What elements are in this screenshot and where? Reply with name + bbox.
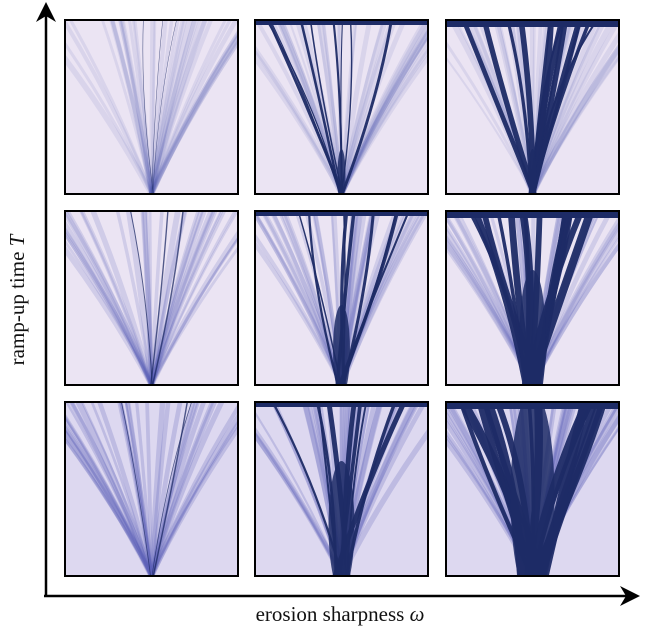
x-label-symbol: ω (410, 602, 425, 626)
panel (230, 209, 428, 395)
panel (416, 391, 638, 601)
panel (35, 209, 266, 385)
panel (419, 209, 645, 400)
y-label-symbol: T (5, 233, 29, 246)
y-label-text: ramp-up time (5, 246, 29, 365)
page: {"axes": {"x_label": "erosion sharpness … (0, 0, 646, 630)
figure: erosion sharpness ω ramp-up time T (0, 0, 646, 630)
trunk (333, 305, 350, 395)
panel (225, 18, 456, 199)
x-axis-label: erosion sharpness ω (256, 602, 425, 626)
top-band (446, 211, 619, 218)
trunk (338, 149, 346, 199)
trunk (529, 149, 537, 199)
top-band (446, 20, 619, 27)
trunk (520, 270, 546, 400)
panel (228, 400, 450, 591)
y-axis-label: ramp-up time T (5, 233, 29, 365)
panel-grid (35, 18, 646, 601)
panel (417, 18, 646, 199)
panel (35, 18, 254, 194)
panel (36, 400, 257, 576)
trunk (511, 391, 555, 601)
x-label-text: erosion sharpness (256, 602, 410, 626)
trunk (329, 461, 355, 591)
